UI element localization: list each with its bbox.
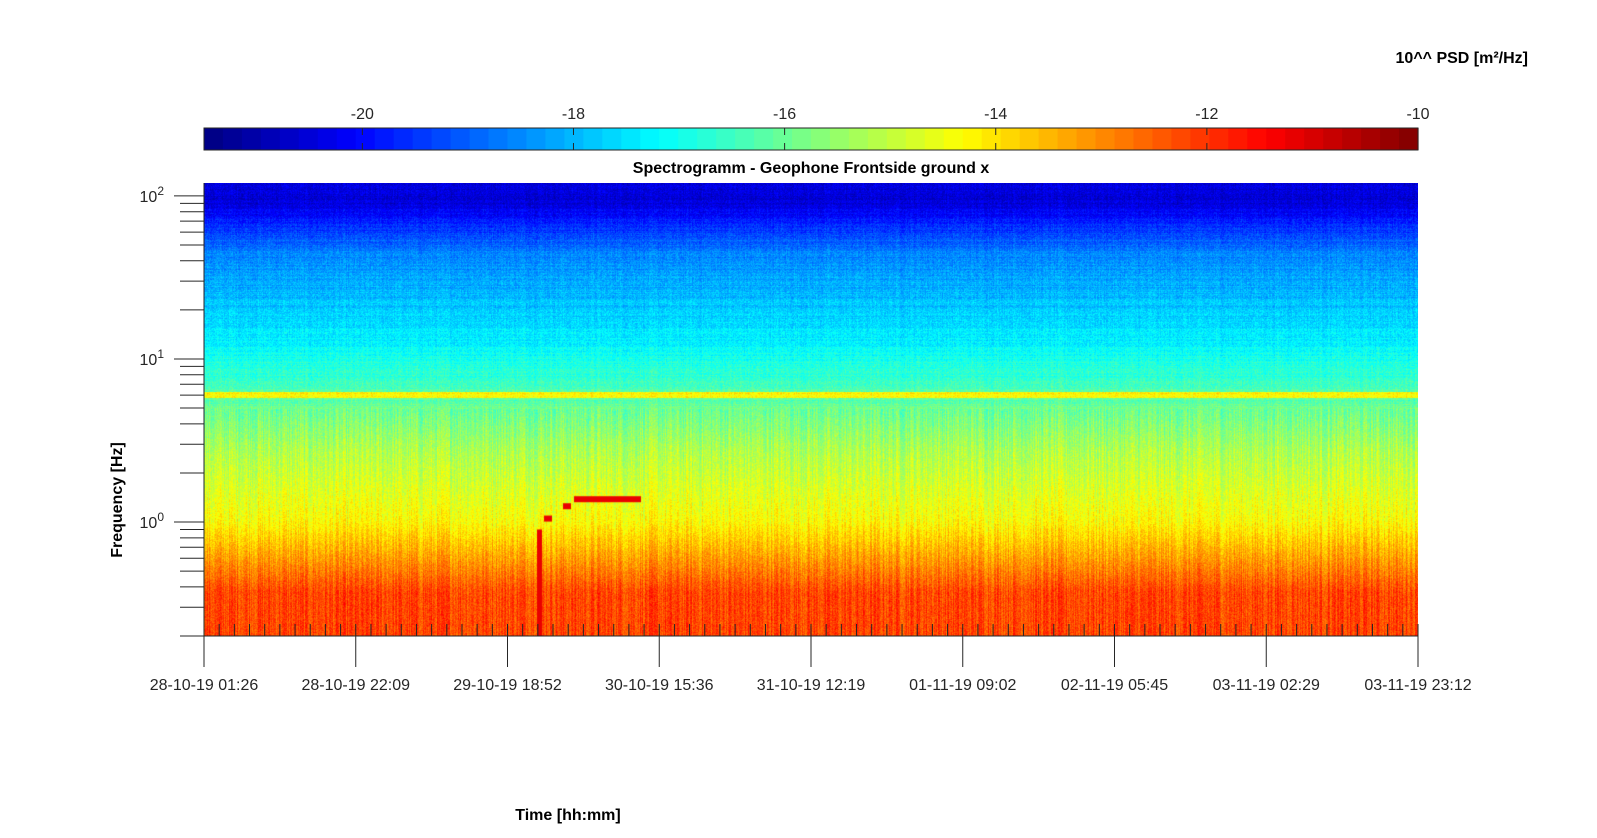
colorbar-cell	[241, 128, 262, 150]
colorbar-cell	[602, 128, 622, 150]
colorbar-cell	[829, 128, 850, 150]
colorbar-cell	[564, 128, 584, 150]
colorbar-cell	[374, 128, 395, 150]
colorbar-cell	[336, 128, 357, 150]
colorbar-cell	[1380, 128, 1400, 150]
colorbar-cell	[811, 128, 831, 150]
colorbar-cell	[204, 128, 224, 150]
colorbar-cell	[412, 128, 433, 150]
colorbar-cell	[1304, 128, 1324, 150]
colorbar-cell	[1285, 128, 1305, 150]
colorbar-cell	[355, 128, 376, 150]
x-tick-label: 03-11-19 02:29	[1213, 677, 1320, 694]
colorbar-cell	[1266, 128, 1286, 150]
colorbar-cell	[678, 128, 698, 150]
colorbar-cell	[1190, 128, 1210, 150]
colorbar-cell	[754, 128, 774, 150]
colorbar-cell	[905, 128, 926, 150]
x-tick-label: 28-10-19 22:09	[301, 677, 410, 694]
x-tick-label: 01-11-19 09:02	[909, 677, 1016, 694]
colorbar-cell	[1323, 128, 1343, 150]
colorbar-tick-label: -18	[562, 106, 585, 123]
colorbar: -20 -18 -16 -14 -12 -10 10^^ PSD [m²/Hz]	[203, 50, 1528, 151]
colorbar-cell	[659, 128, 679, 150]
colorbar-cell	[1095, 128, 1116, 150]
spectrogram-image	[204, 183, 1418, 636]
colorbar-cell	[1038, 128, 1059, 150]
colorbar-cell	[526, 128, 547, 150]
colorbar-cell	[792, 128, 812, 150]
colorbar-cell	[1171, 128, 1191, 150]
colorbar-tick-label: -14	[984, 106, 1007, 123]
colorbar-cell	[924, 128, 945, 150]
colorbar-cell	[867, 128, 888, 150]
colorbar-cell	[298, 128, 319, 150]
colorbar-cell	[697, 128, 717, 150]
x-tick-label: 03-11-19 23:12	[1364, 677, 1471, 694]
colorbar-cell	[735, 128, 755, 150]
colorbar-cell	[488, 128, 509, 150]
colorbar-cell	[640, 128, 660, 150]
colorbar-cell	[1247, 128, 1267, 150]
x-tick-label: 02-11-19 05:45	[1061, 677, 1168, 694]
colorbar-cell	[450, 128, 471, 150]
colorbar-cell	[583, 128, 603, 150]
colorbar-cell	[393, 128, 414, 150]
colorbar-cell	[222, 128, 243, 150]
x-axis-label: Time [hh:mm]	[515, 807, 620, 824]
colorbar-cell	[317, 128, 338, 150]
colorbar-cell	[716, 128, 736, 150]
colorbar-cell	[507, 128, 528, 150]
colorbar-cell	[1152, 128, 1173, 150]
colorbar-tick-label: -12	[1195, 106, 1218, 123]
colorbar-cell	[1228, 128, 1248, 150]
colorbar-cell	[943, 128, 964, 150]
colorbar-cell	[848, 128, 869, 150]
colorbar-tick-label: -10	[1406, 106, 1429, 123]
y-tick-label: 100	[140, 510, 165, 532]
colorbar-cell	[1342, 128, 1362, 150]
plot-area: 100 101 102 28-10-19 01:26 28-10-19 22:09 29…	[140, 183, 1472, 694]
colorbar-cell	[1361, 128, 1381, 150]
y-tick-label: 101	[140, 347, 165, 369]
x-tick-label: 31-10-19 12:19	[757, 677, 866, 694]
colorbar-cell	[1057, 128, 1078, 150]
chart-title: Spectrogramm - Geophone Frontside ground…	[633, 160, 990, 177]
colorbar-cell	[1019, 128, 1040, 150]
colorbar-cell	[260, 128, 281, 150]
colorbar-cell	[469, 128, 490, 150]
colorbar-cell	[981, 128, 1002, 150]
colorbar-cell	[886, 128, 907, 150]
colorbar-cell	[1399, 128, 1419, 150]
colorbar-cell	[545, 128, 566, 150]
colorbar-cell	[773, 128, 793, 150]
colorbar-tick-label: -20	[351, 106, 374, 123]
colorbar-cell	[1000, 128, 1021, 150]
x-tick-label: 30-10-19 15:36	[605, 677, 714, 694]
y-axis-label: Frequency [Hz]	[109, 442, 126, 558]
colorbar-cell	[1076, 128, 1097, 150]
x-tick-label: 29-10-19 18:52	[453, 677, 562, 694]
colorbar-tick-label: -16	[773, 106, 796, 123]
y-tick-label: 102	[140, 184, 165, 206]
x-tick-label: 28-10-19 01:26	[150, 677, 259, 694]
colorbar-cell	[431, 128, 452, 150]
colorbar-frame	[203, 127, 1419, 151]
colorbar-cell	[1209, 128, 1229, 150]
colorbar-cell	[1114, 128, 1135, 150]
colorbar-cell	[1133, 128, 1154, 150]
colorbar-cell	[621, 128, 641, 150]
colorbar-cell	[962, 128, 983, 150]
colorbar-cell	[279, 128, 300, 150]
colorbar-label: 10^^ PSD [m²/Hz]	[1396, 50, 1528, 67]
